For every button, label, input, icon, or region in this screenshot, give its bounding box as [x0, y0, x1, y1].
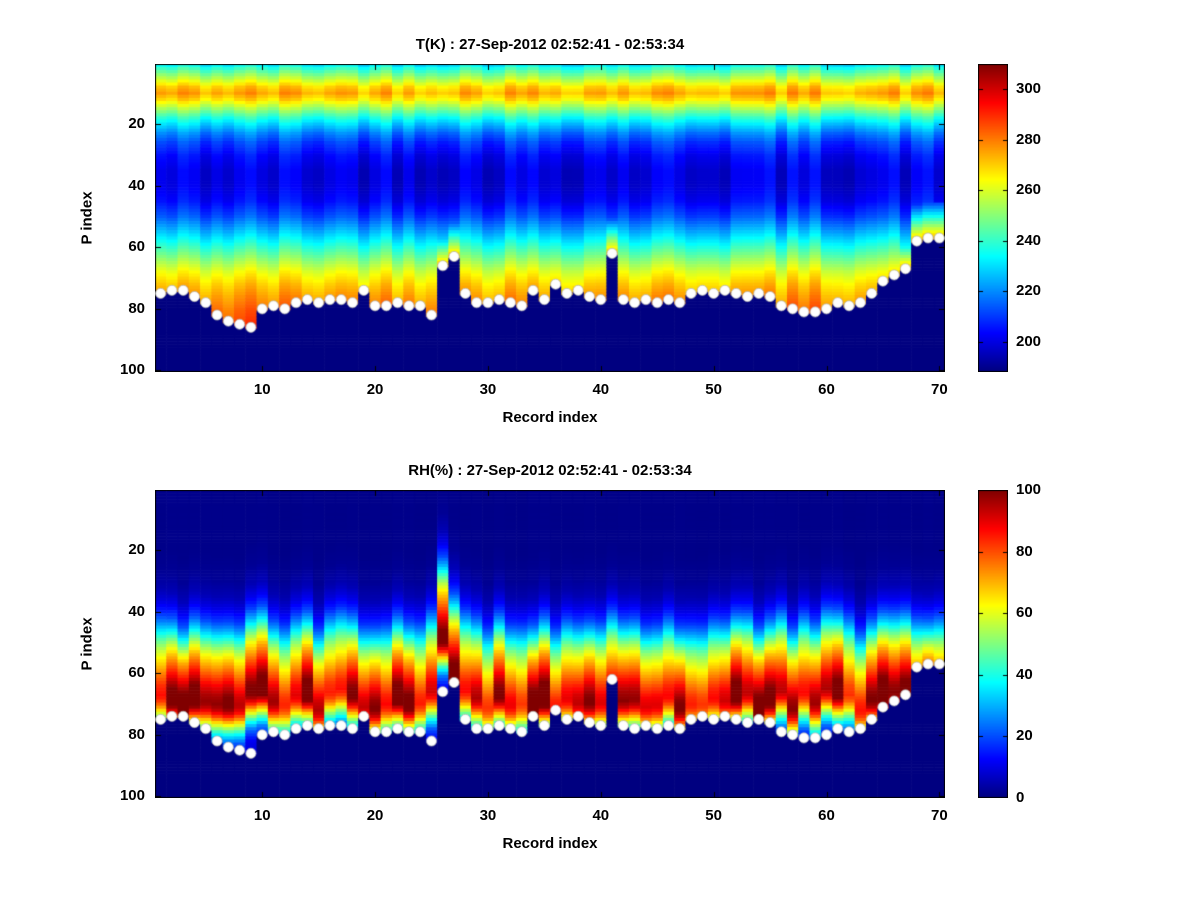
- colorbar-tick-label: 80: [1016, 542, 1033, 560]
- plot-title-humidity: RH(%) : 27-Sep-2012 02:52:41 - 02:53:34: [408, 462, 692, 479]
- x-tick-label: 50: [705, 807, 722, 824]
- x-tick-label: 30: [479, 381, 497, 398]
- x-tick-label: 20: [366, 381, 384, 398]
- x-axis-label-temperature: Record index: [502, 409, 598, 426]
- y-tick-label: 60: [128, 664, 145, 682]
- x-tick-label: 10: [253, 381, 271, 398]
- colorbar-tick-label: 220: [1016, 282, 1042, 300]
- y-tick-label: 80: [128, 299, 145, 317]
- plot-title-temperature: T(K) : 27-Sep-2012 02:52:41 - 02:53:34: [415, 36, 685, 53]
- colorbar-tick-label: 200: [1016, 332, 1042, 350]
- y-tick-label: 40: [128, 176, 145, 194]
- x-tick-label: 40: [592, 807, 610, 824]
- y-tick-label: 20: [128, 541, 145, 559]
- x-tick-label: 50: [705, 381, 722, 398]
- y-tick-label: 40: [128, 602, 145, 620]
- humidity-colorbar: [978, 490, 1008, 798]
- colorbar-tick-label: 260: [1016, 181, 1042, 199]
- x-tick-label: 70: [931, 381, 948, 398]
- colorbar-tick-label: 20: [1016, 727, 1033, 745]
- temperature-colorbar: [978, 64, 1008, 372]
- y-tick-label: 80: [128, 725, 145, 743]
- y-tick-label: 20: [128, 115, 145, 133]
- x-tick-label: 40: [592, 381, 610, 398]
- humidity-heatmap-canvas: [155, 490, 945, 798]
- x-tick-label: 60: [818, 807, 835, 824]
- x-tick-label: 60: [818, 381, 835, 398]
- x-tick-label: 70: [931, 807, 948, 824]
- colorbar-tick-label: 240: [1016, 231, 1042, 249]
- x-tick-label: 30: [479, 807, 497, 824]
- y-axis-label-temperature: P index: [78, 191, 96, 245]
- colorbar-tick-label: 100: [1016, 481, 1042, 498]
- y-tick-label: 60: [128, 238, 145, 256]
- temperature-heatmap-canvas: [155, 64, 945, 372]
- y-axis-label-humidity: P index: [78, 617, 96, 671]
- colorbar-tick-label: 40: [1016, 665, 1033, 683]
- colorbar-tick-label: 60: [1016, 604, 1033, 622]
- x-tick-label: 10: [253, 807, 271, 824]
- colorbar-tick-label: 0: [1016, 789, 1025, 806]
- y-tick-label: 100: [119, 787, 145, 805]
- colorbar-tick-label: 300: [1016, 80, 1042, 98]
- x-tick-label: 20: [366, 807, 384, 824]
- x-axis-label-humidity: Record index: [502, 835, 598, 852]
- y-tick-label: 100: [119, 361, 145, 379]
- colorbar-tick-label: 280: [1016, 130, 1042, 148]
